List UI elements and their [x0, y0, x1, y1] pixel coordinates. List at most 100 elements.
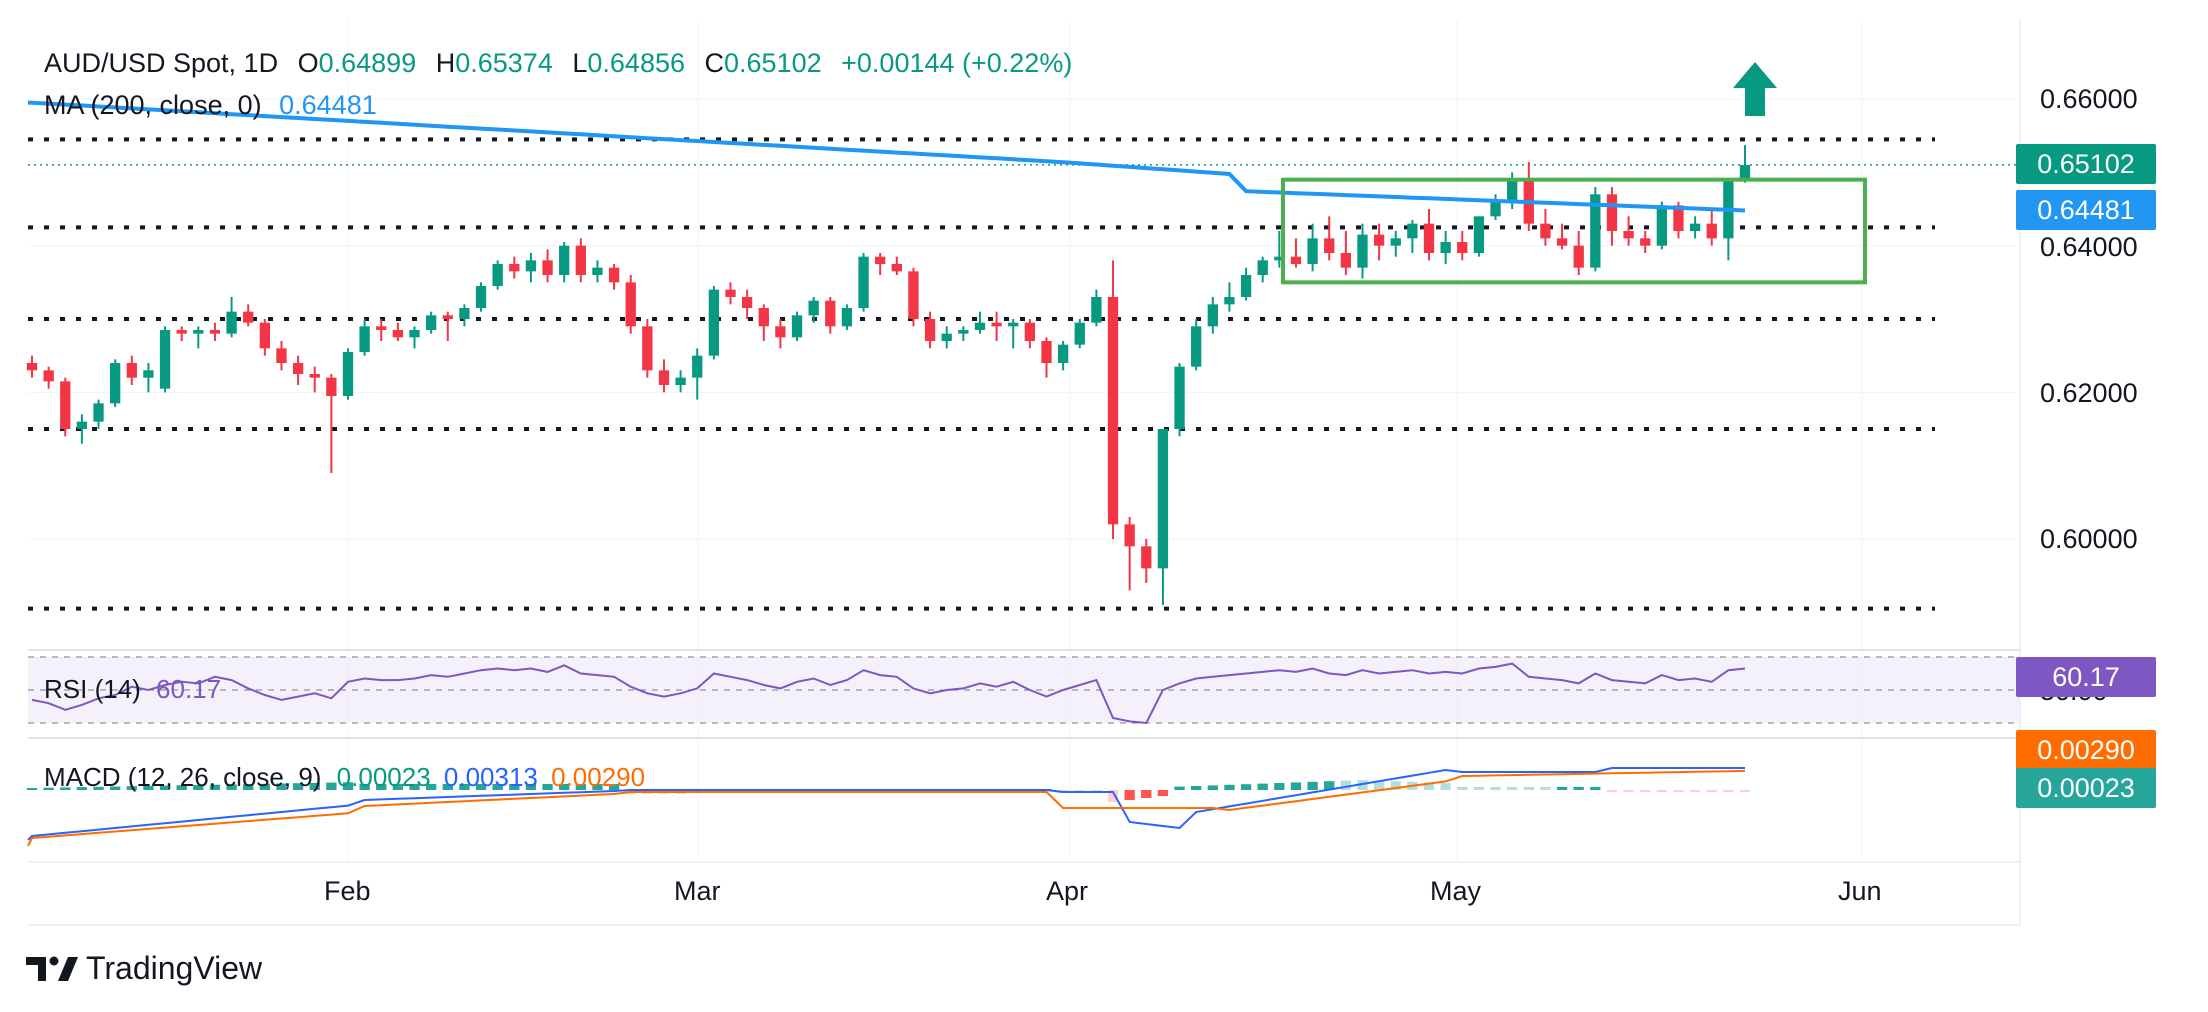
candle-body: [1689, 223, 1701, 231]
close-value: 0.65102: [724, 48, 822, 78]
macd-histogram-bar: [243, 784, 254, 790]
macd-hist-value: 0.00023: [336, 762, 431, 792]
candle-body: [808, 300, 819, 316]
candle-body: [359, 326, 370, 352]
macd-histogram-bar: [1440, 783, 1451, 790]
candle-body: [1590, 194, 1601, 268]
candle-body: [292, 363, 304, 374]
candle-body: [559, 245, 570, 275]
candle-body: [1224, 297, 1235, 305]
macd-histogram-bar: [193, 785, 204, 790]
macd-histogram-bar: [1324, 781, 1335, 790]
ma-200-path: [27, 100, 1746, 213]
macd-histogram-bar: [1390, 781, 1401, 790]
macd-histogram-bar: [1457, 787, 1468, 790]
candle-body: [1556, 238, 1568, 246]
candle-body: [1739, 165, 1751, 180]
macd-histogram-bar: [1124, 790, 1135, 800]
low-label: L: [572, 48, 588, 78]
macd-histogram-bar: [1739, 790, 1751, 792]
macd-histogram-bar: [1556, 787, 1568, 790]
candle-body: [1623, 231, 1634, 239]
candle-body: [1307, 238, 1318, 264]
ma-value: 0.64481: [279, 90, 377, 120]
candle-body: [1024, 322, 1036, 341]
candle-body: [991, 322, 1002, 327]
open-label: O: [297, 48, 319, 78]
candle-body: [159, 330, 171, 389]
tradingview-logo[interactable]: TradingView: [26, 950, 262, 987]
candle-body: [625, 282, 636, 327]
ma-label: MA (200, close, 0): [44, 90, 262, 120]
up-arrow-icon: [1733, 62, 1777, 116]
macd-histogram-bar: [292, 783, 304, 790]
candle-body: [376, 326, 387, 330]
candle-body: [1008, 322, 1019, 327]
candle-body: [875, 256, 886, 264]
candle-body: [1174, 366, 1185, 429]
x-tick-jun: Jun: [1838, 876, 1882, 906]
candle-body: [1257, 260, 1268, 275]
macd-histogram-bar: [126, 786, 137, 790]
macd-histogram-bar: [1157, 790, 1169, 796]
macd-histogram-bar: [1373, 780, 1385, 790]
candle-body: [1240, 275, 1252, 297]
macd-signal-tag: 0.00290: [2016, 730, 2156, 770]
candle-body: [1357, 234, 1368, 268]
candle-body: [958, 330, 969, 334]
candle-body: [143, 370, 154, 378]
candle-body: [708, 289, 720, 356]
rsi-label: RSI (14): [44, 674, 141, 704]
macd-histogram-bar: [542, 784, 553, 790]
candle-body: [1440, 242, 1451, 253]
candle-body: [1074, 322, 1085, 345]
candle-body: [1573, 245, 1584, 268]
macd-histogram-bar: [1423, 782, 1435, 790]
macd-histogram-bar: [1590, 787, 1601, 790]
macd-histogram-bar: [1540, 787, 1551, 790]
candle-body: [60, 381, 71, 429]
candle-body: [409, 330, 420, 338]
macd-histogram-bar: [1257, 783, 1268, 790]
macd-hist-tag: 0.00023: [2016, 768, 2156, 808]
macd-histogram-bar: [409, 784, 420, 790]
macd-histogram-bar: [326, 782, 337, 790]
macd-pane: [26, 767, 1751, 847]
candle-body: [941, 333, 952, 341]
candle-body: [1141, 546, 1152, 569]
macd-histogram-bar: [1573, 787, 1584, 790]
y-tick: 0.62000: [2040, 378, 2138, 408]
brand-name: TradingView: [86, 950, 263, 986]
candle-body: [858, 256, 869, 308]
x-tick-apr: Apr: [1046, 876, 1089, 906]
macd-histogram-bar: [425, 784, 437, 790]
candle-body: [1191, 326, 1202, 367]
change-value: +0.00144 (+0.22%): [841, 48, 1073, 78]
macd-legend: MACD (12, 26, close, 9) 0.00023 0.00313 …: [44, 762, 645, 793]
up-arrow-shape: [1733, 62, 1777, 116]
symbol-label: AUD/USD Spot, 1D: [44, 48, 279, 78]
macd-histogram-bar: [309, 782, 320, 790]
candle-body: [109, 363, 121, 404]
candle-body: [725, 289, 736, 297]
macd-signal-value: 0.00290: [551, 762, 646, 792]
candle-body: [43, 370, 54, 382]
candle-body: [93, 403, 104, 422]
macd-histogram-bar: [1107, 790, 1119, 802]
candle-body: [1490, 201, 1501, 217]
candle-body: [1673, 205, 1684, 231]
candle-body: [309, 374, 320, 378]
macd-histogram-bar: [226, 784, 237, 790]
support-resistance-levels: [28, 137, 2020, 611]
macd-histogram-bar: [442, 784, 453, 790]
y-tick: 0.64000: [2040, 232, 2138, 262]
macd-histogram-bar: [26, 788, 38, 790]
tradingview-icon: [26, 956, 78, 981]
candle-body: [1507, 179, 1518, 202]
candle-body: [741, 297, 753, 308]
candle-body: [924, 319, 936, 341]
macd-histogram-bar: [1240, 784, 1252, 790]
macd-histogram-bar: [1191, 786, 1202, 790]
macd-histogram-bar: [1507, 787, 1518, 790]
